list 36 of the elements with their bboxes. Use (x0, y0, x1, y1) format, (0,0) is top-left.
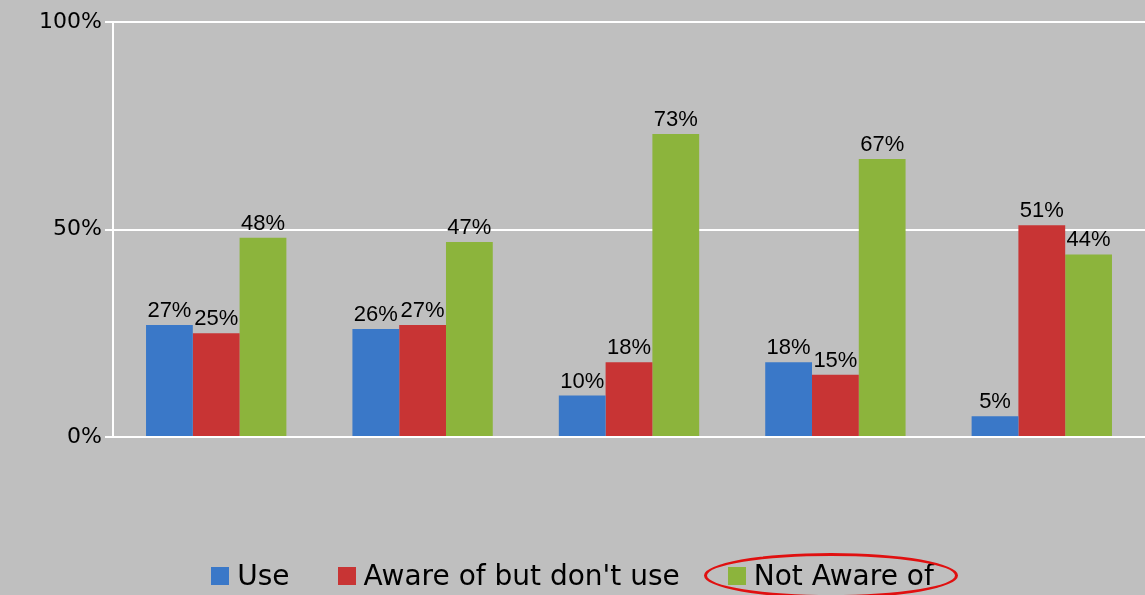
bar (1018, 225, 1066, 436)
bar (239, 237, 287, 436)
text: 5% (979, 388, 1011, 414)
text: 27% (147, 297, 192, 323)
bar (445, 241, 493, 436)
text: 73% (653, 106, 698, 132)
text: 15% (813, 346, 858, 372)
bar (192, 333, 240, 436)
y-tick-label: 50% (53, 215, 102, 241)
bar (605, 362, 653, 436)
legend-label: Use (237, 559, 290, 592)
bar (812, 374, 859, 436)
text: 67% (860, 131, 905, 157)
text: 47% (447, 214, 492, 240)
text: 44% (1066, 226, 1111, 252)
bar (558, 395, 606, 436)
text: 48% (240, 209, 286, 235)
y-tick-label: 100% (39, 7, 102, 33)
text: 18% (766, 334, 811, 360)
text: 27% (400, 297, 445, 323)
bar (765, 362, 813, 436)
legend-label: Not Aware of (753, 559, 934, 592)
bar (1065, 254, 1112, 436)
text: 25% (194, 305, 239, 331)
text: 51% (1019, 197, 1064, 223)
text: 26% (353, 301, 398, 327)
bar (652, 134, 700, 436)
bar (858, 158, 906, 436)
legend-label: Aware of but don't use (363, 559, 680, 592)
bar (352, 329, 400, 436)
bar (971, 416, 1019, 436)
bar (146, 324, 193, 436)
text: 18% (606, 334, 652, 360)
text: 10% (560, 367, 605, 393)
bar (399, 324, 446, 436)
y-tick-label: 0% (67, 422, 102, 448)
